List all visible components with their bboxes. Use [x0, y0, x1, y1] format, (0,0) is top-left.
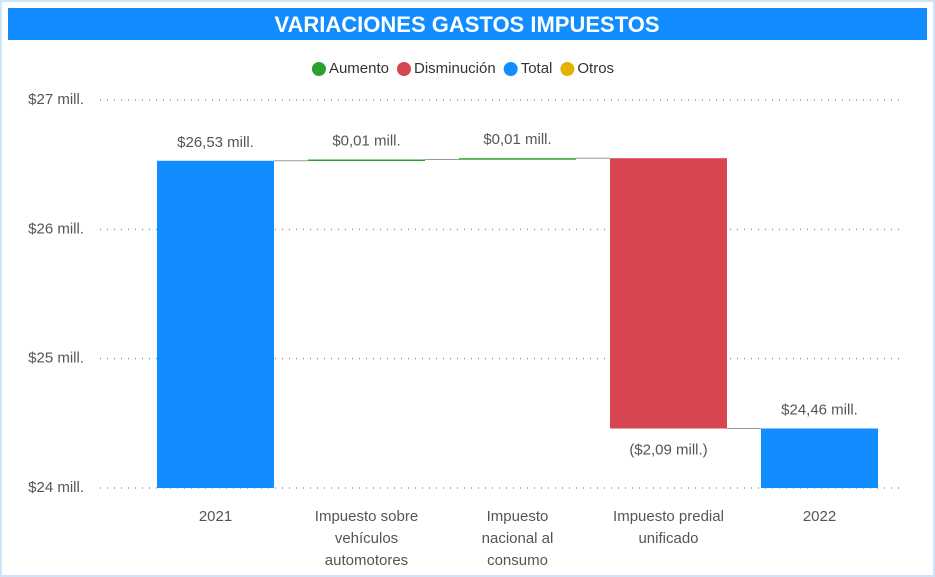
data-label: $26,53 mill. [177, 134, 254, 151]
bar [761, 428, 878, 488]
legend-label: Aumento [329, 60, 389, 77]
data-label: $24,46 mill. [781, 401, 858, 418]
x-tick-label: Impuesto predial unificado [613, 508, 724, 547]
y-tick-label: $26 mill. [28, 220, 84, 237]
legend-label: Total [521, 60, 553, 77]
y-tick-label: $27 mill. [28, 91, 84, 108]
x-tick-label: Impuesto sobre vehículos automotores [315, 508, 418, 569]
legend-marker [311, 62, 326, 76]
data-label: $0,01 mill. [332, 132, 400, 149]
y-tick-label: $24 mill. [28, 479, 84, 496]
title-banner [8, 8, 927, 40]
bar [610, 158, 727, 429]
chart-title: VARIACIONES GASTOS IMPUESTOS [274, 12, 659, 37]
legend-marker [396, 62, 411, 76]
legend-marker [503, 62, 518, 76]
bar [157, 160, 274, 488]
legend-label: Disminución [414, 60, 496, 77]
x-tick-label: 2021 [199, 508, 232, 525]
data-label: $0,01 mill. [483, 131, 551, 148]
x-tick-label: Impuesto nacional al consumo [482, 508, 554, 569]
x-tick-label: 2022 [803, 508, 836, 525]
data-label: ($2,09 mill.) [629, 441, 707, 458]
bar [459, 158, 576, 160]
y-tick-label: $25 mill. [28, 350, 84, 367]
bar [308, 159, 425, 161]
legend-label: Otros [577, 60, 614, 77]
legend: Aumento Disminución Total Otros [311, 60, 614, 77]
legend-marker [560, 62, 575, 76]
